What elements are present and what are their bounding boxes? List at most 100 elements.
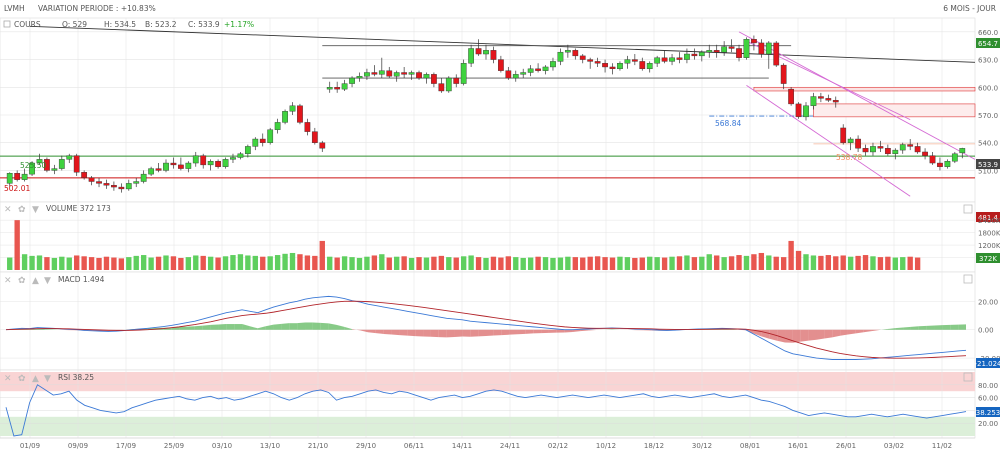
candle-body: [208, 161, 213, 165]
volume-bar: [855, 256, 860, 270]
macd-histogram-segment: [942, 325, 950, 330]
candle-body: [290, 106, 295, 112]
candle-body: [461, 63, 466, 83]
candle-body: [580, 56, 585, 60]
candle-body: [305, 122, 310, 131]
x-tick-label: 11/02: [932, 442, 952, 450]
candle-body: [74, 156, 79, 173]
candle-body: [565, 50, 570, 52]
candle-body: [699, 52, 704, 56]
volume-bar: [878, 257, 883, 270]
macd-histogram-segment: [415, 330, 423, 337]
arrow-up-icon[interactable]: ▲: [32, 374, 39, 384]
candle-body: [788, 89, 793, 104]
rsi-tick-label: 80.00: [978, 382, 998, 390]
volume-bar: [67, 258, 72, 270]
volume-bar: [111, 258, 116, 270]
volume-bar: [148, 258, 153, 270]
candle-body: [431, 74, 436, 83]
x-tick-label: 03/02: [884, 442, 904, 450]
legend-change: +1.17%: [224, 20, 254, 29]
x-tick-label: 03/10: [212, 442, 232, 450]
volume-bar: [468, 255, 473, 270]
candle-body: [119, 187, 124, 189]
arrow-up-icon[interactable]: ▲: [32, 276, 39, 286]
arrow-down-icon[interactable]: ▼: [32, 205, 39, 215]
gear-icon[interactable]: ✿: [18, 276, 26, 286]
volume-bar: [364, 257, 369, 270]
rsi-overbought-zone: [0, 372, 975, 391]
candle-body: [692, 54, 697, 56]
close-icon[interactable]: ✕: [4, 205, 12, 215]
volume-bar: [669, 257, 674, 270]
close-icon[interactable]: ✕: [4, 374, 12, 384]
macd-histogram-segment: [218, 324, 226, 330]
volume-bar: [558, 258, 563, 270]
supply-zone: [813, 104, 975, 117]
volume-bar: [401, 256, 406, 270]
arrow-down-icon[interactable]: ▼: [44, 276, 51, 286]
x-tick-label: 26/01: [836, 442, 856, 450]
volume-bar: [595, 256, 600, 270]
macd-histogram-segment: [281, 323, 289, 330]
volume-bar: [134, 256, 139, 270]
candle-body: [342, 84, 347, 90]
x-tick-label: 13/10: [260, 442, 280, 450]
volume-bar: [416, 257, 421, 270]
volume-bar: [59, 257, 64, 270]
macd-histogram-segment: [494, 330, 502, 336]
volume-tick-label: 1800K: [978, 230, 1000, 238]
candle-body: [349, 78, 354, 84]
macd-histogram-segment: [226, 324, 234, 330]
rsi-badge: 38.253: [976, 407, 1000, 417]
candle-body: [513, 74, 518, 78]
volume-bar: [610, 258, 615, 270]
candle-body: [610, 67, 615, 69]
macd-histogram-segment: [517, 330, 525, 335]
candle-body: [915, 146, 920, 152]
volume-bar: [282, 254, 287, 270]
volume-bar: [833, 256, 838, 270]
macd-tick-label: 20.00: [978, 298, 998, 306]
volume-bar: [654, 257, 659, 270]
candle-body: [781, 65, 786, 83]
volume-bar: [617, 257, 622, 270]
macd-histogram-segment: [533, 330, 541, 334]
volume-bar: [223, 256, 228, 270]
candle-body: [22, 174, 27, 180]
macd-histogram-segment: [187, 326, 195, 329]
candle-body: [223, 159, 228, 166]
candle-body: [952, 154, 957, 161]
candle-body: [156, 169, 161, 171]
volume-bar: [446, 257, 451, 270]
period-selector[interactable]: 6 MOIS - JOUR: [943, 4, 996, 13]
candle-body: [89, 178, 94, 182]
volume-bar: [14, 220, 19, 270]
macd-histogram-segment: [927, 325, 935, 329]
gear-icon[interactable]: ✿: [18, 374, 26, 384]
volume-bar: [387, 258, 392, 270]
volume-bar: [260, 257, 265, 270]
candle-body: [543, 67, 548, 71]
candle-body: [446, 78, 451, 91]
gear-icon[interactable]: ✿: [18, 205, 26, 215]
volume-tick-label: 1200K: [978, 242, 1000, 250]
volume-bar: [513, 257, 518, 270]
supply-zone: [754, 87, 975, 91]
svg-text:-21.024: -21.024: [974, 360, 1000, 368]
candle-body: [163, 163, 168, 170]
macd-histogram-segment: [195, 326, 203, 330]
macd-histogram-segment: [950, 325, 958, 330]
candle-body: [759, 43, 764, 54]
volume-bar: [535, 257, 540, 270]
volume-bar: [565, 257, 570, 270]
macd-histogram-segment: [392, 330, 400, 335]
volume-bar: [707, 254, 712, 270]
candle-body: [454, 78, 459, 84]
candle-body: [59, 159, 64, 168]
legend-name: COURS: [14, 20, 41, 29]
close-icon[interactable]: ✕: [4, 276, 12, 286]
arrow-down-icon[interactable]: ▼: [44, 374, 51, 384]
macd-histogram-segment: [455, 330, 463, 337]
green-level-label: 525.50: [20, 161, 46, 170]
